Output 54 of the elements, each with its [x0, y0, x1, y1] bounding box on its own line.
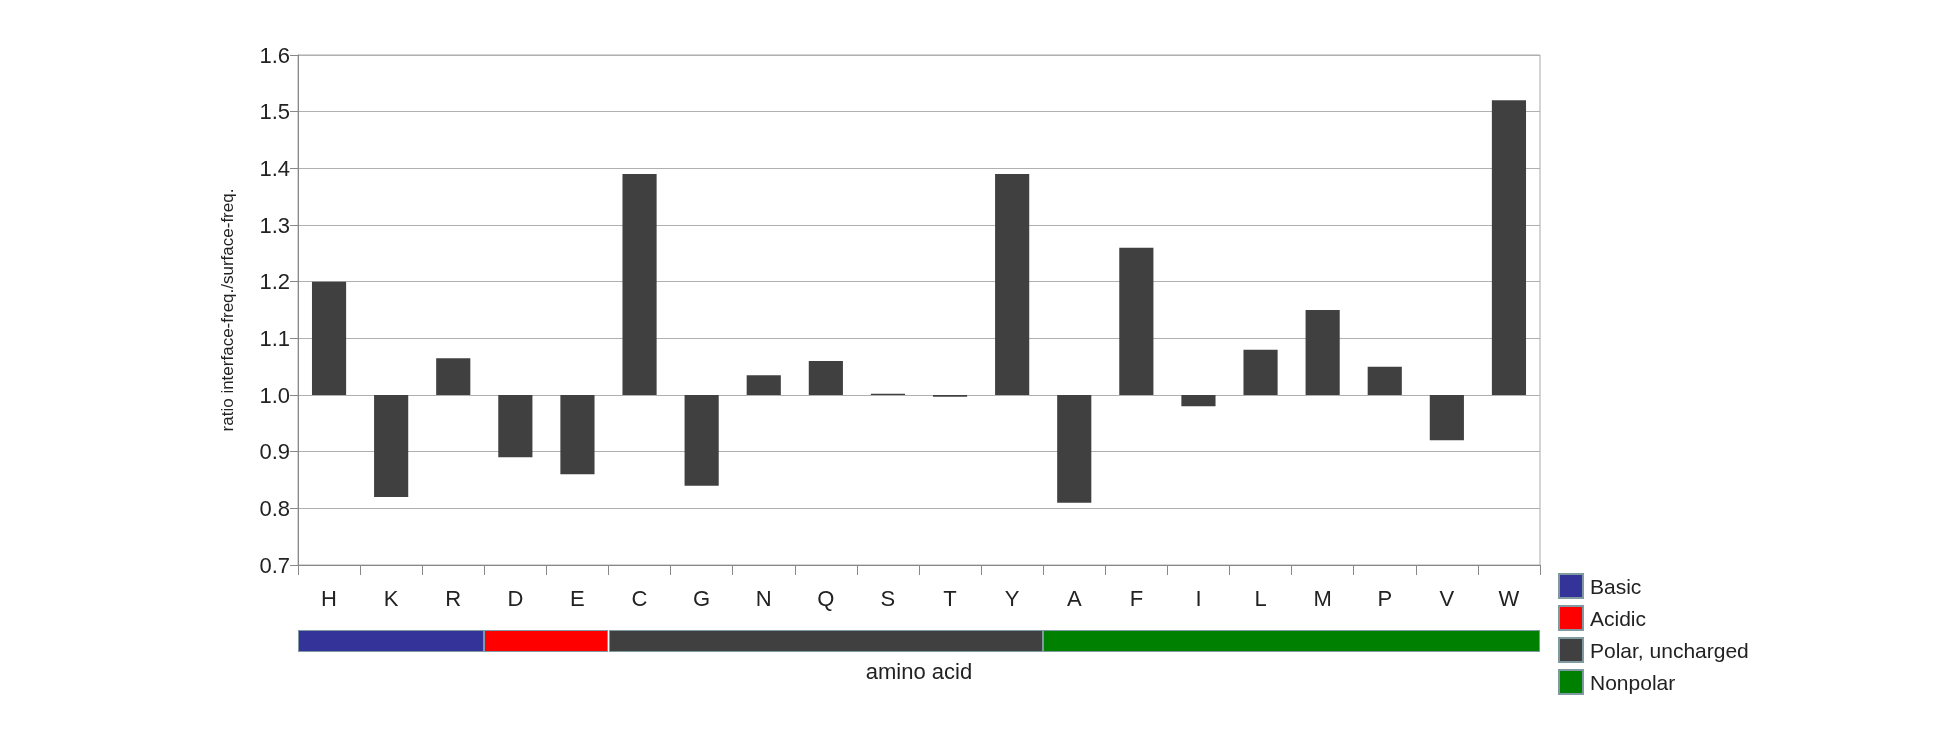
bar: [1429, 395, 1464, 441]
bar: [436, 358, 471, 395]
bar: [1243, 349, 1278, 395]
x-tick-label: H: [321, 585, 337, 611]
x-tick-label: Q: [817, 585, 835, 611]
bar: [808, 361, 843, 395]
text: Basic: [1590, 574, 1642, 598]
bar: [1305, 310, 1340, 395]
y-tick-label: 1.4: [259, 155, 290, 181]
y-tick-label: 1.0: [259, 382, 290, 408]
x-tick-label: L: [1254, 585, 1267, 611]
x-tick-label: F: [1129, 585, 1144, 611]
bar: [1119, 247, 1154, 395]
bar: [560, 395, 595, 475]
bar: [1181, 395, 1216, 407]
y-tick-label: 1.5: [259, 99, 290, 125]
x-tick-label: D: [507, 585, 524, 611]
y-tick-label: 1.3: [259, 212, 290, 238]
bar: [1491, 100, 1527, 395]
y-axis-title: ratio interface-freq./surface-freq.: [218, 188, 237, 432]
x-tick-label: R: [445, 585, 462, 611]
x-axis-title: amino acid: [865, 658, 973, 684]
y-tick-label: 0.7: [259, 552, 290, 578]
x-tick-label: C: [631, 585, 648, 611]
y-tick-label: 1.6: [259, 42, 290, 68]
x-tick-label: S: [880, 585, 896, 611]
x-tick-label: T: [943, 585, 957, 611]
bar: [746, 375, 781, 395]
y-tick-label: 1.2: [259, 269, 290, 295]
y-tick-label: 0.9: [259, 439, 290, 465]
bar: [1367, 366, 1402, 395]
x-tick-label: G: [693, 585, 711, 611]
bar: [995, 174, 1030, 395]
x-tick-label: A: [1066, 585, 1082, 611]
bar: [622, 174, 657, 395]
x-tick-label: V: [1439, 585, 1455, 611]
text: Nonpolar: [1590, 670, 1676, 694]
x-tick-label: Y: [1004, 585, 1020, 611]
x-tick-label: I: [1195, 585, 1202, 611]
x-tick-label: N: [755, 585, 772, 611]
text: Acidic: [1590, 606, 1647, 630]
bar: [684, 395, 719, 486]
x-tick-label: K: [383, 585, 399, 611]
y-tick-label: 1.1: [259, 325, 290, 351]
x-tick-label: E: [570, 585, 585, 611]
bar: [1057, 395, 1092, 503]
text: Polar, uncharged: [1590, 638, 1749, 662]
bar: [374, 395, 409, 497]
y-tick-label: 0.8: [259, 495, 290, 521]
bar: [498, 395, 533, 458]
x-tick-label: W: [1498, 585, 1520, 611]
x-tick-label: M: [1313, 585, 1332, 611]
x-tick-label: P: [1377, 585, 1393, 611]
bar: [311, 281, 347, 395]
